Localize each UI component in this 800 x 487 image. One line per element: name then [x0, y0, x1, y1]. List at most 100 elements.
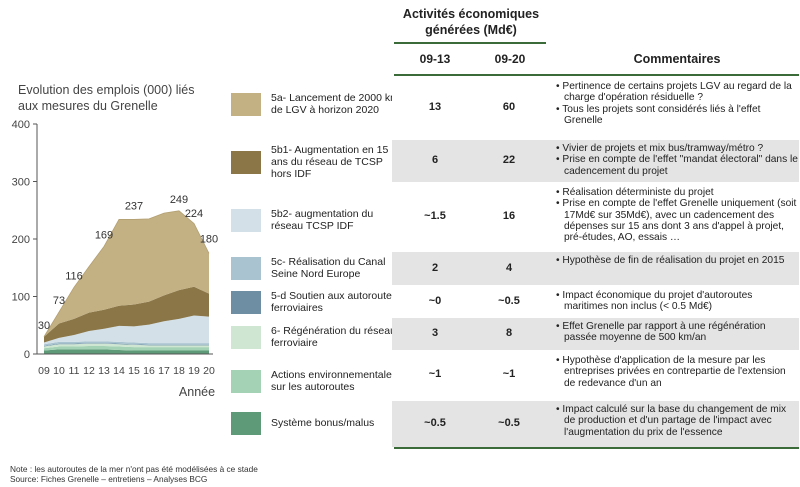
cell-comments: • Hypothèse d'application de la mesure p… — [556, 355, 798, 389]
y-tick-label: 200 — [12, 234, 30, 246]
bullet-icon: • — [556, 355, 563, 366]
x-axis-label: Année — [179, 385, 215, 399]
x-tick-label: 14 — [113, 365, 125, 377]
area-series-8 — [44, 210, 209, 337]
cell-09-13: 6 — [431, 154, 439, 166]
cell-09-20: ~0.5 — [498, 417, 520, 429]
cell-09-13: ~0 — [428, 295, 442, 307]
comment-text: Vivier de projets et mix bus/tramway/mét… — [562, 143, 764, 154]
table-row — [392, 318, 799, 350]
bullet-icon: • — [556, 290, 563, 301]
cell-09-13: ~1 — [428, 368, 442, 380]
footnote-source: Source: Fiches Grenelle – entretiens – A… — [10, 474, 208, 484]
x-tick-label: 15 — [128, 365, 140, 377]
header-bottom-rule — [394, 74, 799, 76]
table-row — [392, 287, 799, 317]
cell-09-13: 2 — [431, 261, 439, 274]
data-label: 224 — [185, 208, 203, 220]
cell-comments: • Effet Grenelle par rapport à une régén… — [556, 321, 798, 344]
cell-comments: • Hypothèse de fin de réalisation du pro… — [556, 255, 798, 266]
cell-09-20: 16 — [502, 210, 516, 222]
comment-bullet: • Effet Grenelle par rapport à une régén… — [556, 321, 798, 344]
y-tick-label: 400 — [12, 119, 30, 131]
area-top-outline — [43, 210, 210, 337]
comment-text: Prise en compte de l'effet "mandat élect… — [562, 154, 798, 177]
comment-text: Hypothèse d'application de la mesure par… — [562, 355, 786, 389]
area-series-5 — [44, 341, 209, 346]
x-tick-label: 17 — [158, 365, 170, 377]
legend-label-text: Système bonus/malus — [271, 417, 375, 429]
cell-comments: • Impact économique du projet d'autorout… — [556, 290, 798, 313]
bullet-icon: • — [556, 198, 563, 210]
x-tick-label: 12 — [83, 365, 95, 377]
legend-label: 5b2- augmentation du réseau TCSP IDF — [271, 192, 401, 248]
data-label: 169 — [95, 229, 113, 241]
y-tick-label: 100 — [12, 292, 30, 304]
legend-swatch — [231, 256, 261, 280]
comment-text: Réalisation déterministe du projet — [562, 187, 714, 198]
table-group-header: Activités économiques générées (Md€) — [402, 7, 540, 37]
legend-label: 5a- Lancement de 2000 km de LGV à horizo… — [271, 78, 401, 130]
table-row — [392, 352, 799, 398]
legend-swatch — [231, 150, 261, 174]
x-tick-label: 16 — [143, 365, 155, 377]
bullet-icon: • — [556, 154, 563, 166]
legend-label-text: 5b2- augmentation du réseau TCSP IDF — [271, 208, 374, 232]
data-label: 30 — [38, 320, 50, 332]
header-rule — [394, 42, 546, 44]
legend-swatch — [231, 325, 261, 349]
data-label: 237 — [125, 201, 143, 213]
x-tick-label: 13 — [98, 365, 110, 377]
legend-label: Système bonus/malus — [271, 408, 401, 438]
comment-bullet: • Vivier de projets et mix bus/tramway/m… — [556, 143, 798, 154]
x-tick-label: 19 — [188, 365, 200, 377]
comment-bullet: • Impact économique du projet d'autorout… — [556, 290, 798, 313]
col-header-comments: Commentaires — [633, 52, 721, 66]
cell-09-20: 60 — [502, 101, 516, 113]
comment-bullet: • Hypothèse de fin de réalisation du pro… — [556, 255, 798, 266]
legend-label-text: Actions environnementales sur les autoro… — [271, 369, 398, 393]
area-series-3 — [44, 343, 209, 349]
data-label: 249 — [170, 194, 188, 206]
col-header-09-13: 09-13 — [419, 52, 451, 66]
legend-label-text: 5c- Réalisation du Canal Seine Nord Euro… — [271, 256, 386, 280]
comment-bullet: • Réalisation déterministe du projet — [556, 187, 798, 198]
legend-label: 6- Régénération du réseau ferroviaire — [271, 320, 401, 354]
legend-label: 5b1- Augmentation en 15 ans du réseau de… — [271, 140, 401, 184]
data-label: 73 — [53, 295, 65, 307]
legend-label: Actions environnementales sur les autoro… — [271, 360, 401, 402]
cell-09-20: ~0.5 — [498, 295, 520, 307]
legend-label-text: 5a- Lancement de 2000 km de LGV à horizo… — [271, 92, 399, 116]
table-row — [392, 184, 799, 250]
comment-text: Pertinence de certains projets LGV au re… — [562, 81, 792, 104]
bullet-icon: • — [556, 81, 563, 92]
legend-label-text: 5b1- Augmentation en 15 ans du réseau de… — [271, 144, 389, 180]
comment-text: Impact économique du projet d'autoroutes… — [562, 290, 753, 313]
footnotes: Note : les autoroutes de la mer n'ont pa… — [10, 464, 258, 484]
comment-text: Tous les projets sont considérés liés à … — [562, 103, 761, 126]
cell-09-20: 22 — [502, 154, 516, 166]
cell-09-13: 3 — [431, 327, 439, 339]
data-label: 180 — [200, 234, 218, 246]
data-label: 116 — [65, 270, 83, 282]
cell-comments: • Vivier de projets et mix bus/tramway/m… — [556, 143, 798, 177]
comment-bullet: • Tous les projets sont considérés liés … — [556, 104, 798, 127]
comment-text: Impact calculé sur la base du changement… — [562, 404, 787, 438]
comment-text: Effet Grenelle par rapport à une régénér… — [562, 321, 766, 344]
legend-label-text: 6- Régénération du réseau ferroviaire — [271, 325, 396, 349]
cell-comments: • Pertinence de certains projets LGV au … — [556, 81, 798, 126]
table-row — [392, 401, 799, 447]
comment-bullet: • Impact calculé sur la base du changeme… — [556, 404, 798, 438]
y-tick-label: 300 — [12, 177, 30, 189]
legend-label-text: 5-d Soutien aux autoroutes ferroviaires — [271, 290, 398, 314]
legend-swatch — [231, 92, 261, 116]
x-tick-label: 20 — [203, 365, 215, 377]
chart-area: 0 100 200 300 400 09 10 11 12 13 14 15 16 17 18 19 20 Ann… — [12, 119, 219, 399]
bullet-icon: • — [556, 255, 563, 266]
x-tick-label: 09 — [38, 365, 50, 377]
table-bottom-rule — [394, 447, 799, 449]
x-tick-label: 10 — [53, 365, 65, 377]
cell-09-20: 4 — [505, 261, 513, 274]
cell-09-13: ~0.5 — [424, 417, 446, 429]
bullet-icon: • — [556, 187, 563, 198]
